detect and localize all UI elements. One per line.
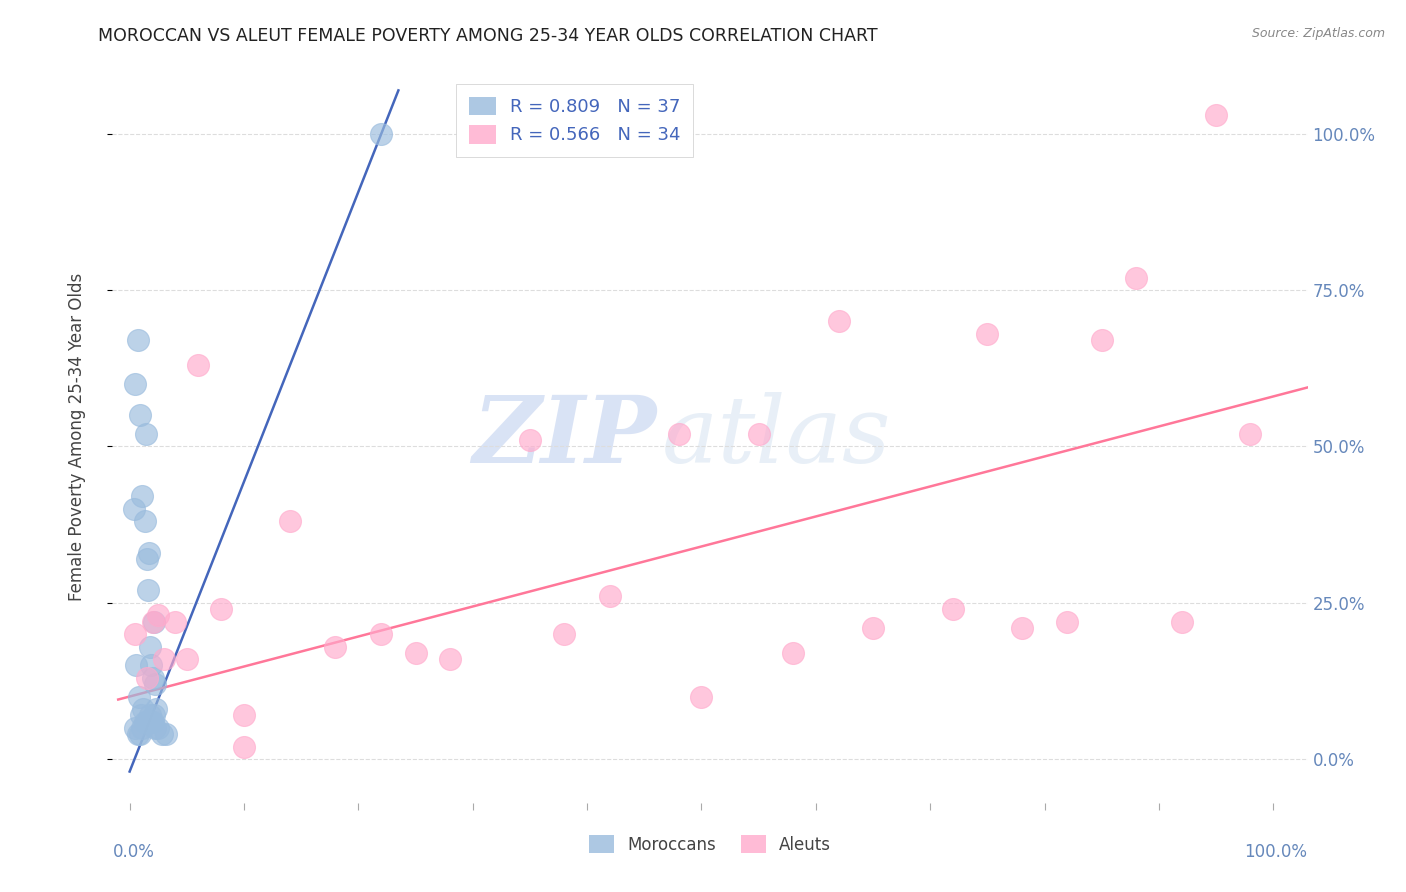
Point <box>148 721 170 735</box>
Point <box>782 646 804 660</box>
Point <box>135 552 157 566</box>
Point <box>1011 621 1033 635</box>
Point <box>176 652 198 666</box>
Point <box>668 426 690 441</box>
Point <box>127 333 149 347</box>
Point <box>131 490 153 504</box>
Point <box>135 671 157 685</box>
Legend: Moroccans, Aleuts: Moroccans, Aleuts <box>582 829 838 860</box>
Point <box>553 627 575 641</box>
Point <box>142 708 165 723</box>
Text: Source: ZipAtlas.com: Source: ZipAtlas.com <box>1251 27 1385 40</box>
Point <box>138 714 160 729</box>
Point <box>1125 270 1147 285</box>
Point <box>135 714 157 729</box>
Text: 0.0%: 0.0% <box>112 843 155 861</box>
Point <box>124 721 146 735</box>
Point <box>129 727 152 741</box>
Text: MOROCCAN VS ALEUT FEMALE POVERTY AMONG 25-34 YEAR OLDS CORRELATION CHART: MOROCCAN VS ALEUT FEMALE POVERTY AMONG 2… <box>98 27 877 45</box>
Point <box>233 708 256 723</box>
Point <box>127 727 149 741</box>
Point <box>209 602 232 616</box>
Point <box>148 608 170 623</box>
Point <box>142 615 165 629</box>
Point <box>138 546 160 560</box>
Point <box>1171 615 1194 629</box>
Point <box>187 358 209 372</box>
Point <box>128 690 150 704</box>
Text: 100.0%: 100.0% <box>1244 843 1308 861</box>
Point <box>976 326 998 341</box>
Point <box>125 658 148 673</box>
Point <box>122 502 145 516</box>
Point <box>129 408 152 422</box>
Point <box>145 702 167 716</box>
Point <box>141 615 163 629</box>
Text: ZIP: ZIP <box>472 392 657 482</box>
Point <box>141 658 163 673</box>
Y-axis label: Female Poverty Among 25-34 Year Olds: Female Poverty Among 25-34 Year Olds <box>67 273 86 601</box>
Point <box>155 727 177 741</box>
Point <box>124 627 146 641</box>
Point <box>139 640 162 654</box>
Point <box>599 590 621 604</box>
Point <box>690 690 713 704</box>
Point <box>165 615 187 629</box>
Point <box>135 426 157 441</box>
Point <box>136 714 159 729</box>
Point <box>1239 426 1261 441</box>
Point <box>1091 333 1114 347</box>
Point <box>1205 108 1227 122</box>
Point <box>141 714 163 729</box>
Point <box>143 721 166 735</box>
Point <box>748 426 770 441</box>
Point <box>131 721 153 735</box>
Point <box>153 652 176 666</box>
Point <box>439 652 461 666</box>
Point <box>136 583 159 598</box>
Point <box>129 708 152 723</box>
Point <box>124 376 146 391</box>
Point <box>370 627 392 641</box>
Point <box>134 714 156 729</box>
Point <box>141 671 163 685</box>
Point <box>132 702 155 716</box>
Point <box>278 515 301 529</box>
Point <box>405 646 427 660</box>
Point <box>1056 615 1078 629</box>
Point <box>325 640 347 654</box>
Point <box>862 621 884 635</box>
Point <box>134 515 156 529</box>
Point <box>233 739 256 754</box>
Point <box>519 434 541 448</box>
Point <box>141 714 163 729</box>
Point <box>150 727 173 741</box>
Point <box>828 314 851 328</box>
Point <box>370 127 392 141</box>
Point <box>139 708 162 723</box>
Point <box>942 602 965 616</box>
Text: atlas: atlas <box>662 392 891 482</box>
Point <box>143 677 166 691</box>
